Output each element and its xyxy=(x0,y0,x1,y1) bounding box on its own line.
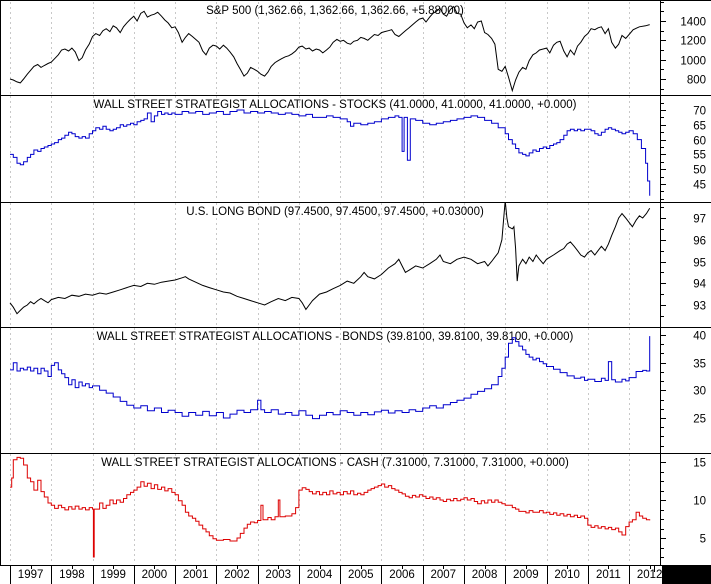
y-tick-label-strategist-cash: 15 xyxy=(693,458,706,470)
x-year-label: 2001 xyxy=(183,569,209,581)
y-tick-label-strategist-stocks: 45 xyxy=(693,180,706,192)
y-tick-label-strategist-bonds: 30 xyxy=(693,386,706,398)
y-tick-label-us-long-bond: 95 xyxy=(693,258,706,270)
panel-title-strategist-cash: WALL STREET STRATEGIST ALLOCATIONS - CAS… xyxy=(101,457,569,469)
y-tick-label-strategist-stocks: 65 xyxy=(693,121,706,133)
x-year-label: 2000 xyxy=(142,569,168,581)
x-year-label: 2006 xyxy=(389,569,415,581)
x-year-label: 2007 xyxy=(431,569,457,581)
panel-title-strategist-stocks: WALL STREET STRATEGIST ALLOCATIONS - STO… xyxy=(94,99,577,111)
x-year-label: 2011 xyxy=(596,569,621,581)
x-year-label: 2009 xyxy=(513,569,539,581)
x-year-label: 2005 xyxy=(348,569,374,581)
series-line-strategist-cash xyxy=(10,456,651,558)
panel-title-us-long-bond: U.S. LONG BOND (97.4500, 97.4500, 97.450… xyxy=(186,206,484,218)
x-year-label: 1998 xyxy=(59,569,85,581)
x-year-label: 2003 xyxy=(265,569,291,581)
x-year-label: 2002 xyxy=(224,569,250,581)
x-year-label: 2008 xyxy=(472,569,498,581)
y-tick-label-strategist-stocks: 60 xyxy=(693,136,706,148)
y-tick-label-us-long-bond: 97 xyxy=(693,214,706,226)
series-line-sp500 xyxy=(9,5,650,93)
x-year-label: 2010 xyxy=(554,569,580,581)
y-tick-label-strategist-bonds: 35 xyxy=(693,359,706,371)
y-tick-label-strategist-stocks: 70 xyxy=(693,106,706,118)
y-tick-label-strategist-bonds: 40 xyxy=(693,331,706,343)
y-tick-label-strategist-stocks: 50 xyxy=(693,165,706,177)
y-tick-label-strategist-bonds: 25 xyxy=(693,414,706,426)
y-tick-label-sp500: 1200 xyxy=(680,36,706,48)
y-tick-label-us-long-bond: 96 xyxy=(693,236,706,248)
bottom-right-black-box xyxy=(662,566,711,584)
y-tick-label-sp500: 1000 xyxy=(680,56,706,68)
y-tick-label-strategist-stocks: 55 xyxy=(693,150,706,162)
x-year-label: 2012 xyxy=(637,569,663,581)
y-tick-label-us-long-bond: 93 xyxy=(693,301,706,313)
y-tick-label-strategist-cash: 10 xyxy=(693,496,706,508)
y-tick-label-us-long-bond: 94 xyxy=(693,279,706,291)
series-line-strategist-stocks xyxy=(10,109,651,196)
series-line-strategist-bonds xyxy=(10,336,651,420)
x-year-label: 1999 xyxy=(100,569,126,581)
series-line-us-long-bond xyxy=(9,202,651,315)
y-tick-label-sp500: 800 xyxy=(687,75,706,87)
x-year-label: 2004 xyxy=(307,569,333,581)
x-year-label: 1997 xyxy=(18,569,44,581)
y-tick-label-strategist-cash: 5 xyxy=(700,534,706,546)
panel-title-sp500: S&P 500 (1,362.66, 1,362.66, 1,362.66, +… xyxy=(206,5,464,17)
y-tick-label-sp500: 1400 xyxy=(680,17,706,29)
panel-title-strategist-bonds: WALL STREET STRATEGIST ALLOCATIONS - BON… xyxy=(97,331,574,343)
